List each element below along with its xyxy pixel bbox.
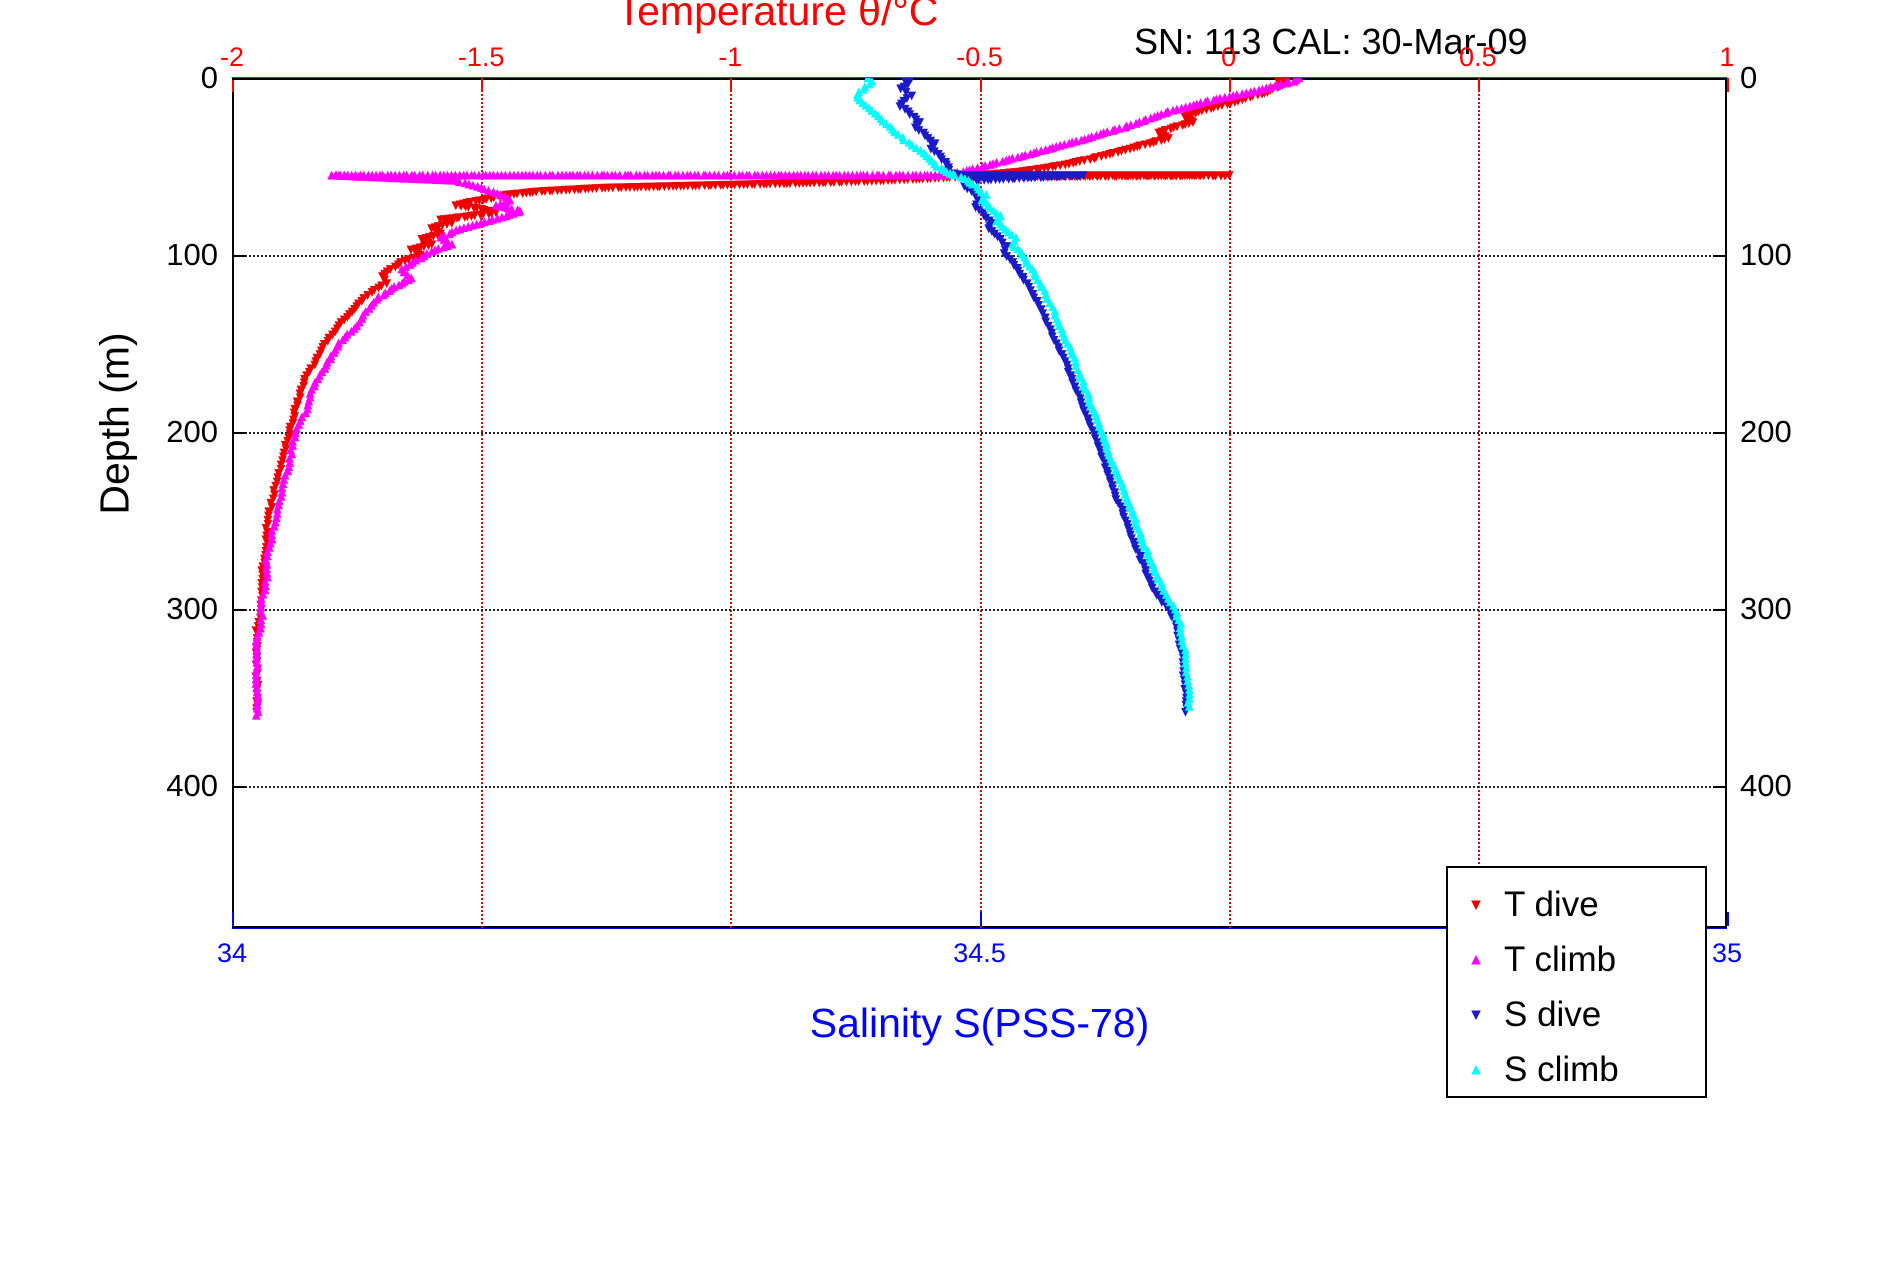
- tick-label-depth-left: 400: [166, 768, 218, 804]
- legend-item-s-dive[interactable]: S dive: [1448, 986, 1705, 1044]
- triangle-up-icon: [1448, 1062, 1504, 1078]
- gridline-horizontal: [232, 432, 1727, 435]
- tick-right: [1713, 78, 1727, 80]
- gridline-vertical: [481, 78, 484, 928]
- tick-label-depth-right: 0: [1740, 60, 1758, 95]
- triangle-up-icon: [1448, 952, 1504, 968]
- tick-left: [232, 786, 246, 789]
- gridline-horizontal: [232, 609, 1727, 612]
- tick-label-temperature: -1.5: [457, 42, 505, 72]
- gridline-vertical: [1228, 78, 1231, 928]
- tick-left: [232, 78, 246, 80]
- tick-top: [481, 78, 484, 92]
- tick-label-temperature: 1: [1719, 42, 1735, 72]
- tick-label-salinity: 34: [216, 938, 248, 968]
- legend-label: T climb: [1504, 940, 1617, 979]
- tick-top: [730, 78, 733, 92]
- tick-label-temperature: 0.5: [1459, 42, 1497, 72]
- top-axis-title: Temperature θ/°C: [616, 0, 939, 34]
- legend-item-t-dive[interactable]: T dive: [1448, 876, 1705, 934]
- gridline-horizontal: [232, 255, 1727, 258]
- tick-right: [1713, 786, 1727, 789]
- tick-left: [232, 255, 246, 258]
- gridline-vertical: [979, 78, 982, 928]
- tick-label-depth-left: 300: [166, 591, 218, 627]
- tick-label-depth-left: 100: [166, 237, 218, 273]
- legend-item-t-climb[interactable]: T climb: [1448, 931, 1705, 989]
- tick-right: [1713, 609, 1727, 612]
- tick-right: [1713, 255, 1727, 258]
- triangle-down-icon: [1448, 897, 1504, 913]
- tick-top: [1727, 78, 1729, 92]
- y-axis-title: Depth (m): [91, 332, 138, 515]
- tick-label-temperature: -0.5: [956, 42, 1003, 72]
- tick-label-temperature: -1: [718, 42, 743, 72]
- gridline-vertical: [730, 78, 733, 928]
- tick-bottom: [232, 912, 234, 926]
- tick-label-depth-right: 300: [1740, 591, 1792, 627]
- legend[interactable]: T dive T climb S dive S climb: [1446, 866, 1707, 1098]
- triangle-down-icon: [1448, 1007, 1504, 1023]
- tick-left: [232, 609, 246, 612]
- legend-item-s-climb[interactable]: S climb: [1448, 1041, 1705, 1099]
- gridline-vertical: [1477, 78, 1480, 928]
- tick-label-depth-right: 400: [1740, 768, 1792, 804]
- bottom-axis-title: Salinity S(PSS-78): [809, 1000, 1150, 1046]
- tick-left: [232, 432, 246, 435]
- tick-top: [1477, 78, 1480, 92]
- gridline-horizontal: [232, 786, 1727, 789]
- tick-label-salinity: 35: [1711, 938, 1743, 968]
- legend-label: S climb: [1504, 1050, 1619, 1089]
- tick-label-depth-right: 100: [1740, 237, 1792, 273]
- legend-label: T dive: [1504, 885, 1599, 924]
- tick-top: [1228, 78, 1231, 92]
- tick-bottom: [1727, 912, 1729, 926]
- tick-label-depth-left: 200: [166, 414, 218, 450]
- tick-right: [1713, 432, 1727, 435]
- tick-label-salinity: 34.5: [953, 938, 1006, 968]
- legend-label: S dive: [1504, 995, 1602, 1034]
- tick-label-temperature: -2: [219, 42, 245, 72]
- tick-top: [979, 78, 982, 92]
- tick-top: [232, 78, 234, 92]
- tick-bottom: [979, 912, 982, 926]
- tick-label-depth-left: 0: [200, 60, 218, 95]
- sensor-annotation: SN: 113 CAL: 30-Mar-09: [1134, 21, 1528, 62]
- tick-label-depth-right: 200: [1740, 414, 1792, 450]
- tick-label-temperature: 0: [1221, 42, 1237, 72]
